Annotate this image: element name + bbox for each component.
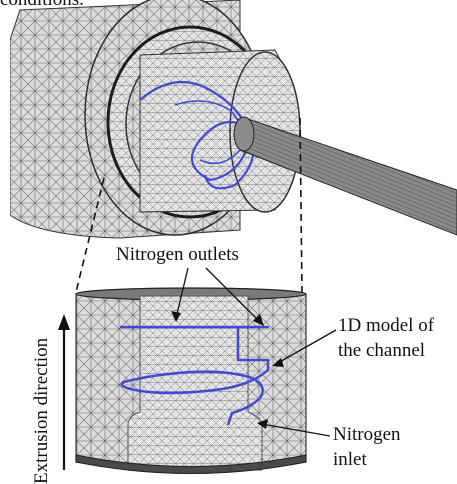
arrow-outlets-left: [175, 267, 189, 319]
label-nitrogen-inlet-line1: Nitrogen: [333, 424, 401, 445]
channel-1d-model: [120, 325, 270, 426]
label-extrusion-direction: Extrusion direction: [31, 337, 52, 484]
zoomed-cylinder-mesh: [75, 287, 307, 474]
label-1d-model-line2: the channel: [338, 340, 426, 361]
zoom-line-left: [75, 177, 105, 293]
arrowhead-outlets-left: [171, 311, 181, 322]
zoom-line-right: [299, 117, 303, 293]
arrowhead-inlet: [257, 419, 268, 429]
extrusion-arrow-head: [58, 314, 70, 330]
arrow-model: [275, 329, 337, 365]
cylinder-inner-core: [127, 295, 263, 471]
rod-end-face: [233, 116, 255, 152]
die-mesh-3d: [10, 0, 457, 239]
label-1d-model-line1: 1D model of: [338, 315, 435, 336]
label-nitrogen-outlets: Nitrogen outlets: [116, 244, 239, 265]
helical-channel-3d: [139, 80, 255, 190]
arrow-outlets-right: [205, 267, 261, 323]
cropped-caption-text: conditions.: [0, 0, 84, 11]
arrowhead-model: [272, 358, 284, 367]
label-nitrogen-inlet-line2: inlet: [333, 449, 367, 470]
arrow-inlet: [261, 423, 331, 437]
cylinder-bottom-band: [75, 454, 307, 474]
arrowhead-outlets-right: [253, 314, 264, 326]
annotation-arrows: [58, 267, 337, 470]
